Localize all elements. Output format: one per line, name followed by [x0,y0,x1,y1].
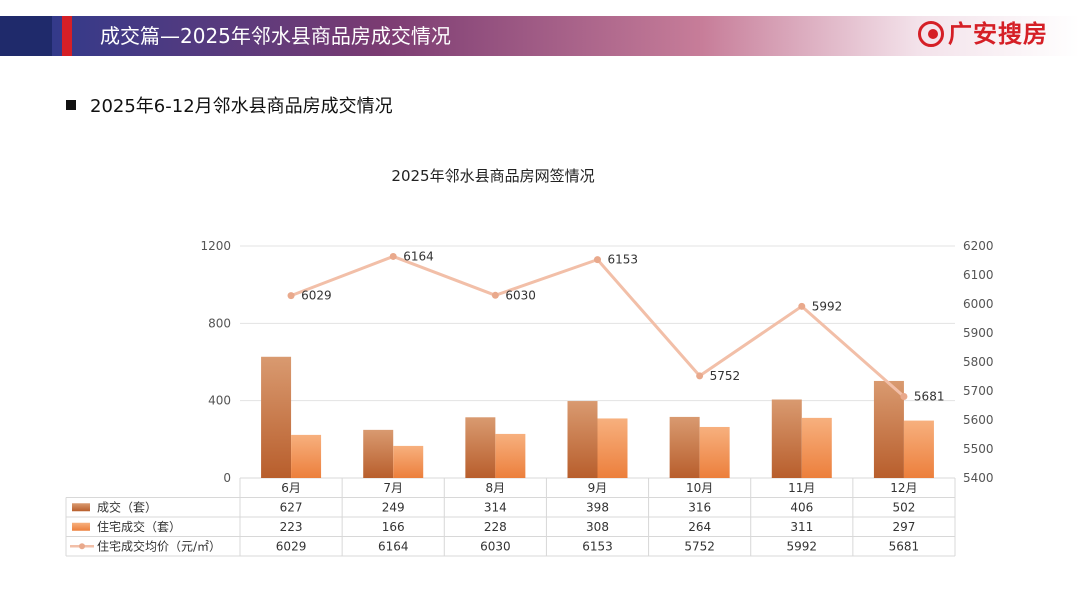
header-accent-red [62,16,72,56]
header-accent-navy [0,16,52,56]
table-cell-value: 6029 [276,539,307,553]
bar-total-deals [465,417,496,478]
table-cell-value: 5681 [889,539,920,553]
bar-total-deals [261,356,292,478]
y-right-tick-label: 5900 [963,326,994,340]
legend-series-name: 住宅成交（套） [97,519,181,534]
bar-residential-deals [903,420,934,478]
bar-total-deals [669,416,700,478]
y-right-tick-label: 6200 [963,239,994,253]
x-category-label: 12月 [890,481,917,495]
brand-logo: 广安搜房 [918,18,1068,54]
table-cell-value: 6153 [582,539,613,553]
header-bar [0,16,1080,56]
bar-residential-deals [495,433,526,478]
table-cell-value: 6030 [480,539,511,553]
table-cell-value: 223 [280,520,303,534]
bar-residential-deals [699,426,730,478]
section-heading: 2025年6-12月邻水县商品房成交情况 [66,94,393,120]
chart-title: 2025年邻水县商品房网签情况 [391,167,594,185]
table-cell-value: 308 [586,520,609,534]
x-category-label: 9月 [588,481,608,495]
table-cell-value: 6164 [378,539,409,553]
bar-residential-deals [597,418,628,478]
bar-total-deals [873,380,904,478]
avg-price-data-label: 5992 [812,299,843,313]
bar-residential-deals [291,434,322,478]
avg-price-data-label: 5752 [710,369,741,383]
avg-price-point [696,372,704,380]
logo-text: 广安搜房 [948,20,1048,48]
avg-price-point [287,292,295,300]
avg-price-data-label: 6164 [403,249,434,263]
legend-key-bar [72,522,90,531]
section-heading-text: 2025年6-12月邻水县商品房成交情况 [90,96,393,117]
y-right-tick-label: 5400 [963,471,994,485]
table-cell-value: 5752 [684,539,715,553]
y-left-tick-label: 1200 [200,239,231,253]
table-cell-value: 627 [280,500,303,514]
table-cell-value: 264 [688,520,711,534]
y-left-tick-label: 0 [223,471,231,485]
y-left-tick-label: 400 [208,394,231,408]
avg-price-data-label: 6030 [505,288,536,302]
table-cell-value: 398 [586,500,609,514]
bar-residential-deals [393,445,424,478]
table-cell-value: 316 [688,500,711,514]
table-cell-value: 297 [892,520,915,534]
y-right-tick-label: 5500 [963,442,994,456]
legend-key-marker [79,543,85,550]
x-category-label: 7月 [383,481,403,495]
fang-logo-icon [918,21,944,47]
table-cell-value: 314 [484,500,507,514]
avg-price-point [389,252,397,260]
x-category-label: 10月 [686,481,713,495]
table-cell-value: 228 [484,520,507,534]
page-title: 成交篇—2025年邻水县商品房成交情况 [100,24,451,48]
avg-price-point [594,256,601,264]
legend-series-name: 成交（套） [97,499,157,514]
square-bullet-icon [66,100,76,110]
avg-price-point [798,302,806,310]
avg-price-data-label: 5681 [914,390,945,404]
legend-series-name: 住宅成交均价（元/㎡） [97,538,221,553]
x-category-label: 11月 [788,481,815,495]
y-left-tick-label: 800 [208,316,231,330]
avg-price-line [290,254,905,398]
avg-price-point [900,393,908,401]
legend-key-bar [72,503,90,512]
avg-price-data-label: 6153 [608,253,639,267]
y-right-tick-label: 5600 [963,413,994,427]
table-cell-value: 502 [892,500,915,514]
bar-residential-deals [801,417,832,478]
x-category-label: 8月 [486,481,506,495]
y-right-tick-label: 6000 [963,297,994,311]
bar-total-deals [771,399,802,478]
table-cell-value: 406 [790,500,813,514]
table-cell-value: 5992 [787,539,818,553]
bar-total-deals [567,401,598,478]
avg-price-point [491,291,499,299]
table-cell-value: 249 [382,500,405,514]
table-cell-value: 311 [790,520,813,534]
x-category-label: 6月 [281,481,301,495]
avg-price-data-label: 6029 [301,289,332,303]
y-right-tick-label: 5800 [963,355,994,369]
y-right-tick-label: 5700 [963,384,994,398]
bar-total-deals [363,429,394,478]
table-cell-value: 166 [382,520,405,534]
y-right-tick-label: 6100 [963,268,994,282]
